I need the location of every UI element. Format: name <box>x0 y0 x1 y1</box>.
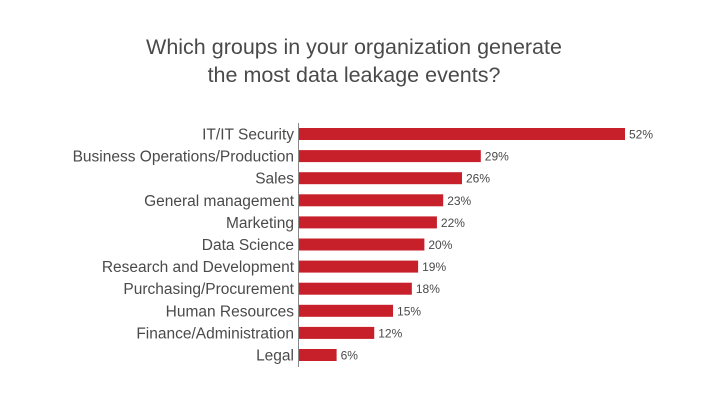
category-label: Business Operations/Production <box>73 149 294 166</box>
value-label: 19% <box>422 260 446 274</box>
category-label: Finance/Administration <box>136 325 294 342</box>
value-label: 20% <box>428 238 452 252</box>
category-label: Data Science <box>202 237 294 254</box>
value-label: 52% <box>629 128 653 142</box>
bar <box>299 238 425 251</box>
category-label: Research and Development <box>102 259 295 276</box>
value-label: 18% <box>416 282 440 296</box>
category-label: General management <box>144 193 295 210</box>
bar <box>299 216 437 229</box>
bar <box>299 282 412 295</box>
bar <box>299 150 481 163</box>
bar <box>299 172 462 185</box>
bar <box>299 128 625 140</box>
category-label: Human Resources <box>166 303 295 320</box>
category-label: Legal <box>256 348 294 365</box>
value-label: 26% <box>466 172 490 186</box>
category-label: Marketing <box>226 215 294 232</box>
bar <box>299 194 444 207</box>
chart-title-line-1: Which groups in your organization genera… <box>146 35 562 59</box>
value-label: 23% <box>447 194 471 208</box>
bar <box>299 304 394 317</box>
category-label: Purchasing/Procurement <box>123 281 294 298</box>
value-label: 6% <box>341 349 359 363</box>
bar <box>299 349 337 361</box>
value-label: 15% <box>397 304 421 318</box>
chart-title-line-2: the most data leakage events? <box>207 63 501 87</box>
chart-title: Which groups in your organization genera… <box>0 33 708 89</box>
value-label: 12% <box>378 326 402 340</box>
bar <box>299 260 419 273</box>
category-label: Sales <box>255 171 294 188</box>
bars-group: IT/IT Security 52% Business Operations/Pro… <box>73 127 654 365</box>
category-label: IT/IT Security <box>202 127 294 144</box>
bar <box>299 326 375 339</box>
value-label: 29% <box>485 150 509 164</box>
value-label: 22% <box>441 216 465 230</box>
